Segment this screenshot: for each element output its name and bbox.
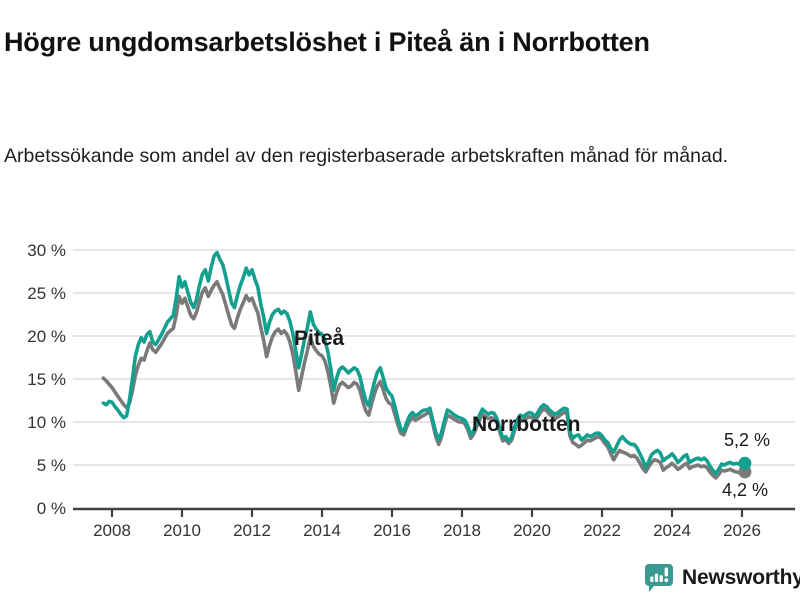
x-axis-tick-label: 2022: [583, 521, 621, 540]
x-axis-tick-label: 2018: [443, 521, 481, 540]
x-axis-tick-label: 2008: [93, 521, 131, 540]
series-line-piteå: [101, 250, 747, 476]
x-axis-tick-label: 2026: [723, 521, 761, 540]
y-axis-tick-label: 10 %: [27, 413, 66, 432]
x-axis-tick-label: 2012: [233, 521, 271, 540]
y-axis-tick-label: 5 %: [37, 456, 66, 475]
y-axis-tick-label: 25 %: [27, 284, 66, 303]
page-title: Högre ungdomsarbetslöshet i Piteå än i N…: [4, 27, 650, 58]
y-axis-tick-label: 30 %: [27, 241, 66, 260]
y-axis-tick-label: 20 %: [27, 327, 66, 346]
x-axis-tick-label: 2016: [373, 521, 411, 540]
end-value-label-norrbotten: 4,2 %: [722, 480, 769, 500]
y-axis-tick-label: 15 %: [27, 370, 66, 389]
series-label-pitea: Piteå: [294, 327, 345, 350]
x-axis-tick-label: 2020: [513, 521, 551, 540]
series-line-norrbotten: [101, 279, 747, 480]
series-end-dot-piteå: [738, 456, 752, 470]
brand-name: Newsworthy: [682, 565, 800, 589]
page-subtitle: Arbetssökande som andel av den registerb…: [4, 144, 729, 167]
y-axis-tick-label: 0 %: [37, 499, 66, 518]
end-value-label-pitea: 5,2 %: [724, 430, 771, 450]
newsworthy-chart-bubble-icon: [645, 564, 673, 592]
series-label-norrbotten: Norrbotten: [472, 413, 581, 436]
x-axis-tick-label: 2024: [653, 521, 691, 540]
brand-footer: Newsworthy: [644, 562, 800, 593]
x-axis-tick-label: 2014: [303, 521, 341, 540]
x-axis-tick-label: 2010: [163, 521, 201, 540]
